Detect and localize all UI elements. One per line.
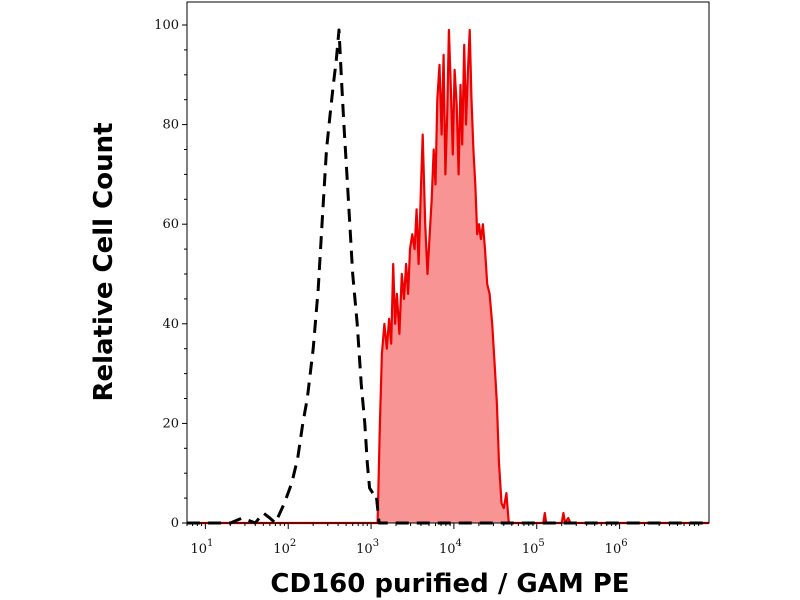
series-layer [187,28,709,525]
y-axis-title: Relative Cell Count [89,122,119,401]
x-tick-label-exp: 1 [207,538,213,549]
x-tick-label-exp: 6 [621,538,627,549]
y-tick-label: 0 [171,516,179,531]
y-tick-label: 100 [154,18,179,33]
plot-frame [186,1,710,524]
x-tick-label: 102 [273,538,296,557]
y-tick-label: 80 [162,118,179,133]
x-tick-label-base: 10 [522,542,539,557]
x-tick-label-exp: 4 [456,538,462,549]
x-tick-label: 106 [605,538,628,557]
series-line-control [187,28,709,525]
x-tick-label-base: 10 [356,542,373,557]
x-tick-label-exp: 3 [373,538,379,549]
y-tick-label: 60 [162,217,179,232]
x-tick-label: 103 [356,538,379,557]
series-fill-sample [187,30,709,523]
x-tick-label-base: 10 [439,542,456,557]
x-tick-label-base: 10 [273,542,290,557]
x-tick-label-base: 10 [605,542,622,557]
x-tick-label-exp: 2 [290,538,296,549]
x-tick-label-base: 10 [190,542,207,557]
y-tick-label: 40 [162,317,179,332]
x-tick-label: 104 [439,538,462,557]
x-tick-label: 101 [190,538,213,557]
x-axis-title: CD160 purified / GAM PE [270,569,629,599]
series-line-sample [187,28,709,525]
x-tick-label: 105 [522,538,545,557]
x-tick-label-exp: 5 [538,538,544,549]
y-tick-label: 20 [162,416,179,431]
